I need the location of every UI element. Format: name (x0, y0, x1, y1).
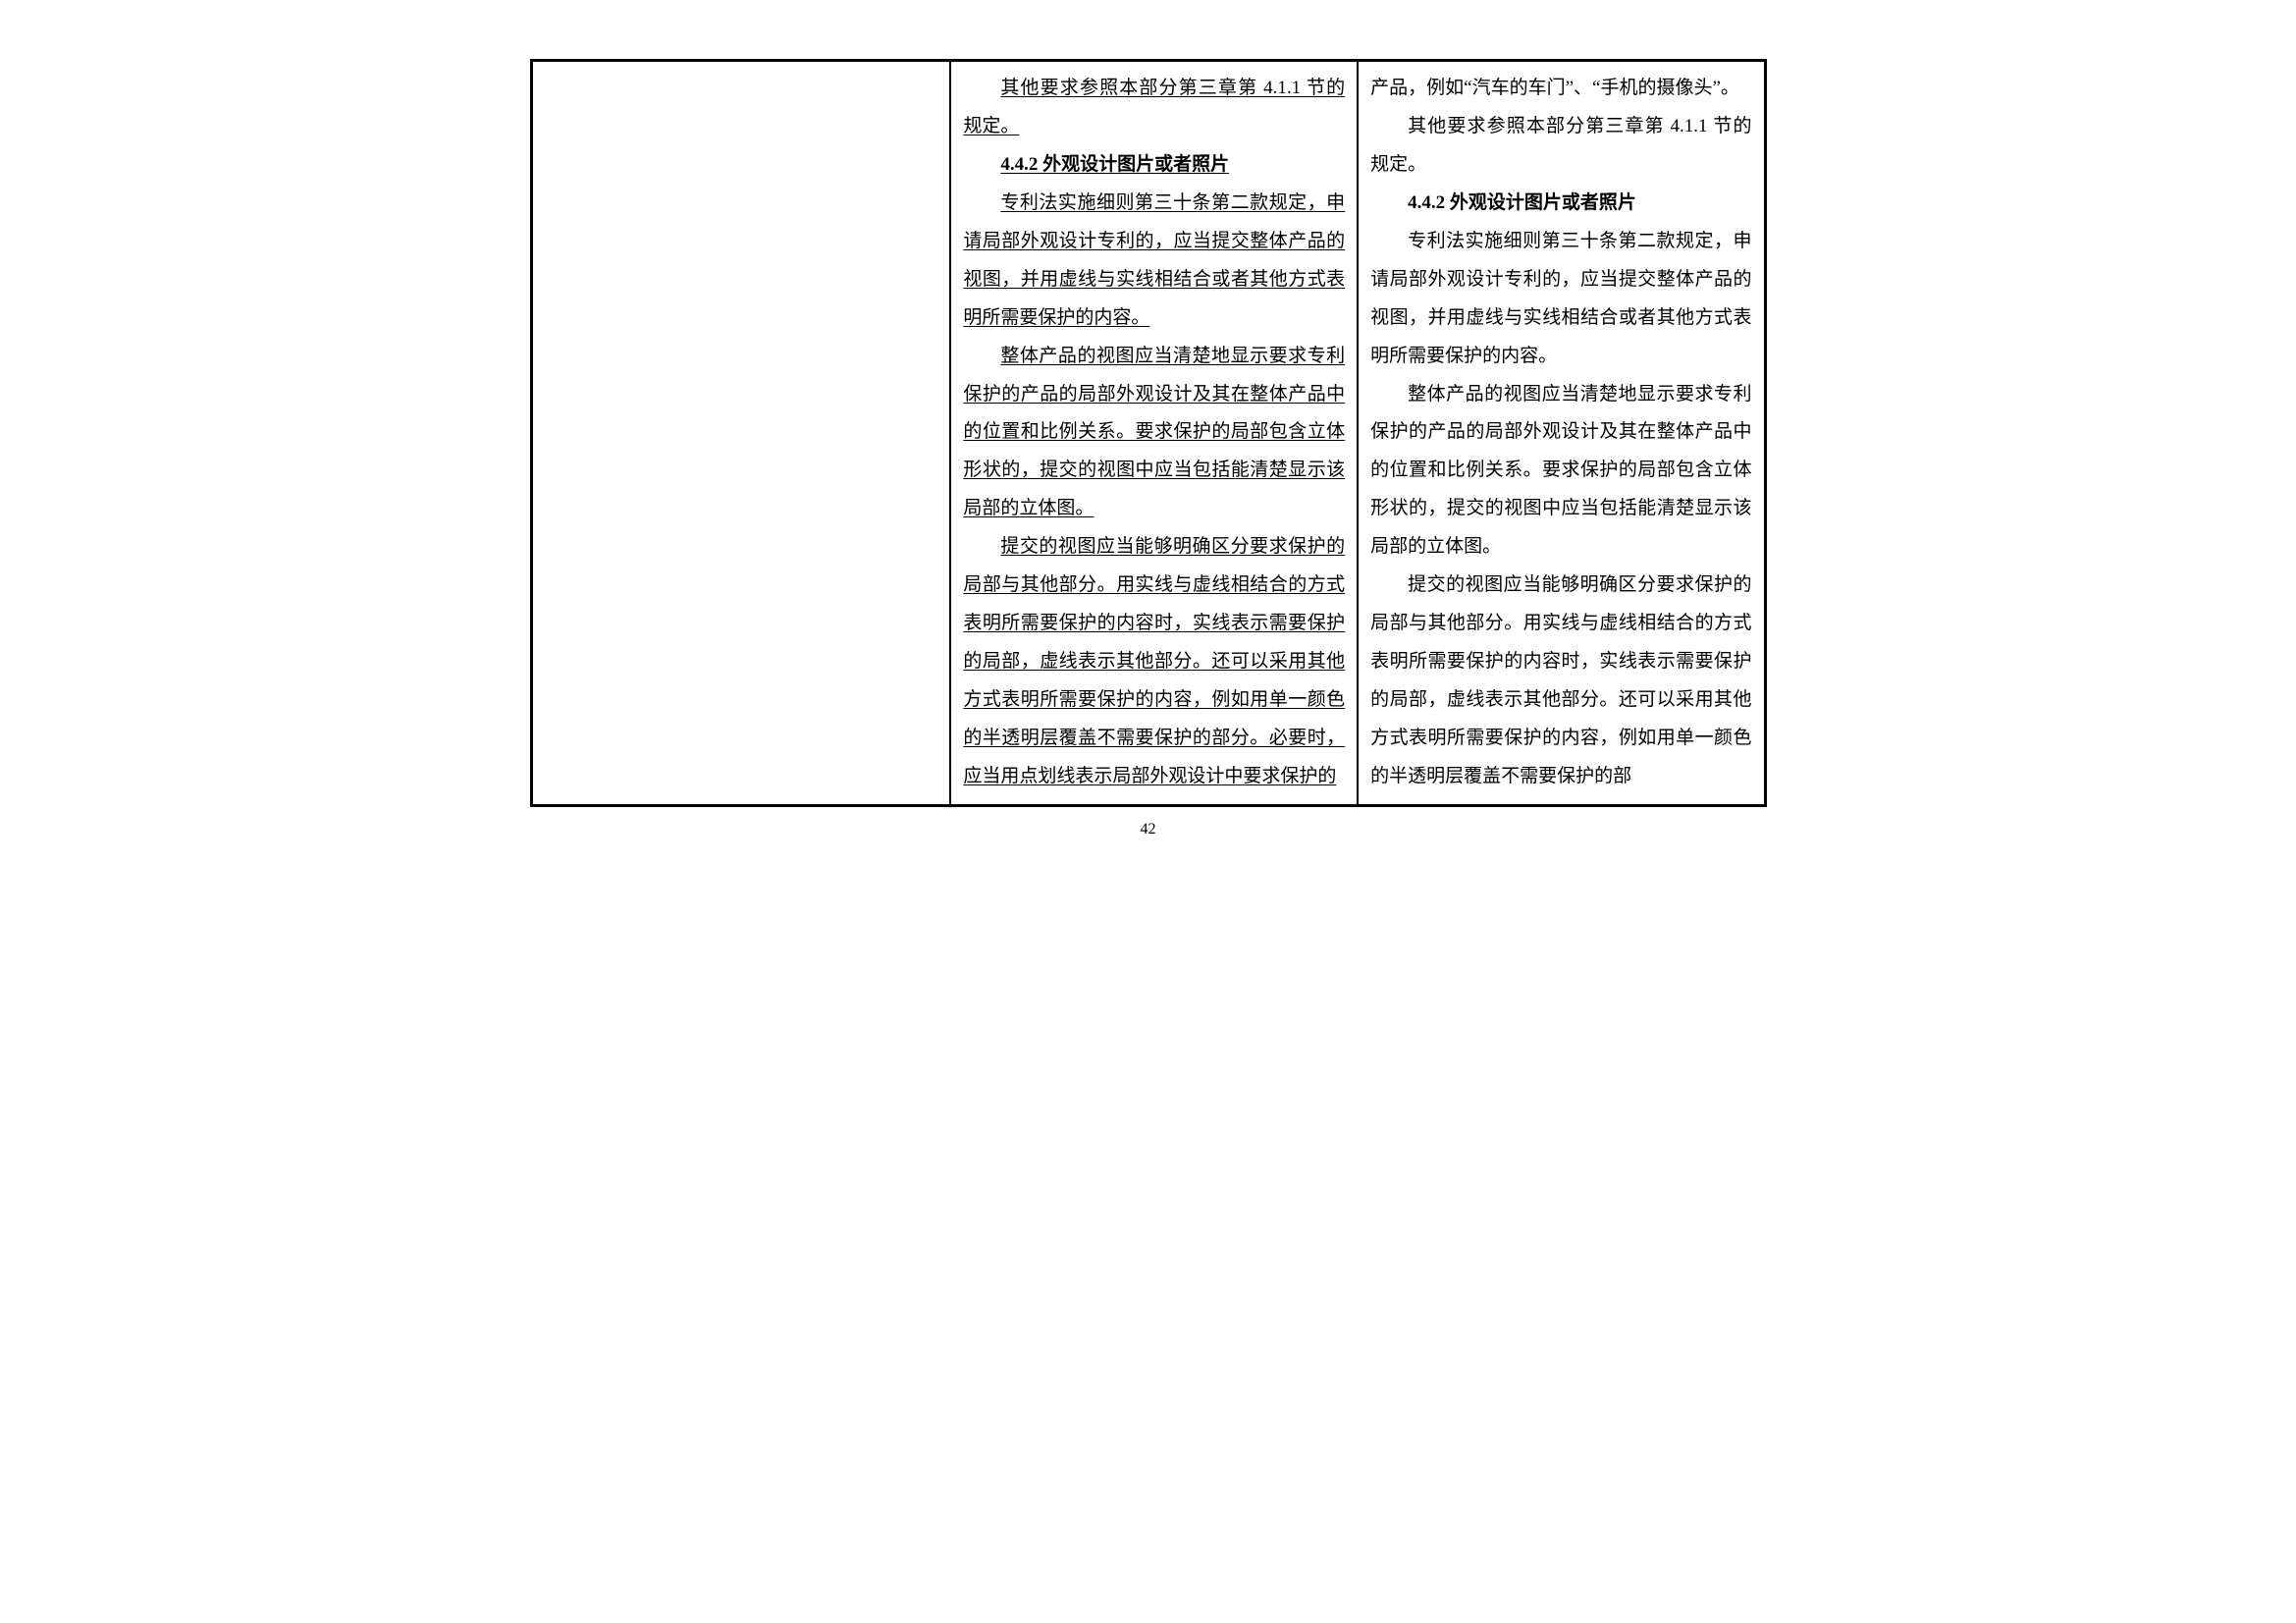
right-para-2: 专利法实施细则第三十条第二款规定，申请局部外观设计专利的，应当提交整体产品的视图… (1370, 223, 1751, 376)
right-para-4: 提交的视图应当能够明确区分要求保护的局部与其他部分。用实线与虚线相结合的方式表明… (1370, 567, 1751, 796)
right-para-3: 整体产品的视图应当清楚地显示要求专利保护的产品的局部外观设计及其在整体产品中的位… (1370, 376, 1751, 568)
right-heading-1: 4.4.2 外观设计图片或者照片 (1370, 185, 1751, 223)
comparison-table: 其他要求参照本部分第三章第 4.1.1 节的规定。 4.4.2 外观设计图片或者… (530, 59, 1767, 807)
table-row: 其他要求参照本部分第三章第 4.1.1 节的规定。 4.4.2 外观设计图片或者… (531, 61, 1765, 806)
right-content: 产品，例如“汽车的车门”、“手机的摄像头”。 其他要求参照本部分第三章第 4.1… (1370, 70, 1751, 796)
right-para-0: 产品，例如“汽车的车门”、“手机的摄像头”。 (1370, 70, 1751, 108)
middle-content: 其他要求参照本部分第三章第 4.1.1 节的规定。 4.4.2 外观设计图片或者… (963, 70, 1345, 796)
mid-para-4: 提交的视图应当能够明确区分要求保护的局部与其他部分。用实线与虚线相结合的方式表明… (963, 528, 1345, 796)
mid-para-1: 其他要求参照本部分第三章第 4.1.1 节的规定。 (963, 70, 1345, 146)
page-container: 其他要求参照本部分第三章第 4.1.1 节的规定。 4.4.2 外观设计图片或者… (530, 59, 1767, 839)
mid-para-2: 专利法实施细则第三十条第二款规定，申请局部外观设计专利的，应当提交整体产品的视图… (963, 185, 1345, 338)
mid-para-3: 整体产品的视图应当清楚地显示要求专利保护的产品的局部外观设计及其在整体产品中的位… (963, 338, 1345, 529)
left-column (531, 61, 950, 806)
right-column: 产品，例如“汽车的车门”、“手机的摄像头”。 其他要求参照本部分第三章第 4.1… (1358, 61, 1765, 806)
middle-column: 其他要求参照本部分第三章第 4.1.1 节的规定。 4.4.2 外观设计图片或者… (950, 61, 1358, 806)
right-para-1: 其他要求参照本部分第三章第 4.1.1 节的规定。 (1370, 108, 1751, 185)
page-number: 42 (530, 821, 1767, 839)
mid-heading-1: 4.4.2 外观设计图片或者照片 (963, 146, 1345, 185)
